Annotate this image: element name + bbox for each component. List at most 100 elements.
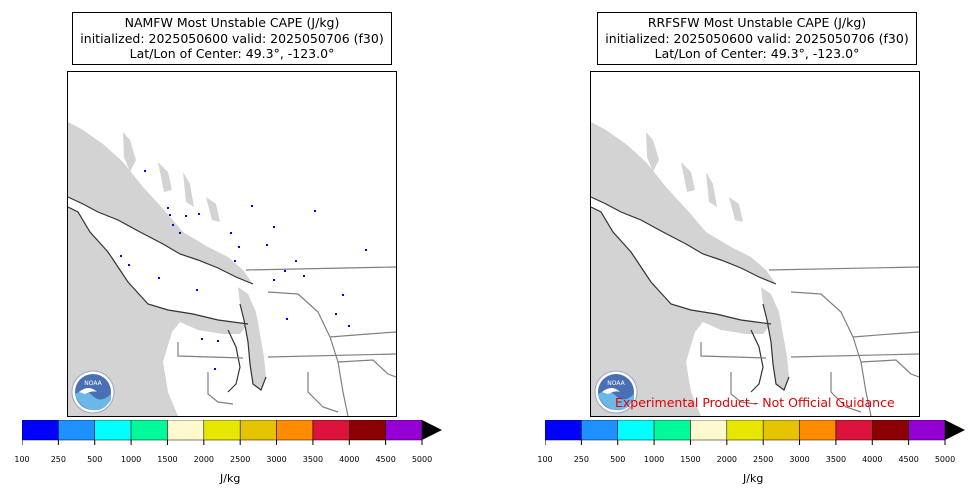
left-noaa-logo: NOAA (71, 370, 115, 414)
colorbar-segment-1 (58, 419, 95, 441)
colorbar-tick-label: 3000 (789, 455, 810, 464)
left-title-line3: Lat/Lon of Center: 49.3°, -123.0° (129, 46, 335, 61)
left-map (67, 71, 397, 417)
colorbar-tick-label: 1000 (120, 455, 142, 464)
right-logo-text: NOAA (607, 380, 625, 387)
cape-cell-26 (230, 232, 232, 234)
cape-cell-0 (144, 170, 146, 172)
water-body-5 (158, 162, 172, 192)
water-body-0 (591, 207, 703, 416)
boundary-6 (860, 359, 919, 378)
colorbar-tick-label: 1500 (157, 455, 178, 464)
left-colorbar-svg (21, 419, 442, 445)
cape-cell-12 (284, 270, 286, 272)
colorbar-tick-label: 5000 (934, 455, 956, 464)
cape-cell-14 (214, 368, 216, 370)
cape-cell-19 (314, 210, 316, 212)
water-body-2 (691, 310, 771, 334)
right-map-canvas (591, 72, 919, 416)
colorbar-segment-10 (385, 419, 423, 441)
water-body-3 (761, 287, 789, 390)
left-logo-text: NOAA (84, 380, 102, 387)
colorbar-tick-label: 4500 (375, 455, 396, 464)
colorbar-tick-label: 1500 (680, 455, 701, 464)
colorbar-segment-4 (167, 419, 205, 441)
colorbar-tick-label: 2500 (229, 455, 251, 464)
water-body-5 (681, 162, 695, 192)
boundary-2 (790, 353, 919, 358)
coastline-3 (227, 329, 241, 393)
cape-cell-5 (238, 246, 240, 248)
colorbar-tick-label: 3000 (266, 455, 287, 464)
cape-cell-20 (335, 313, 337, 315)
right-title-line3: Lat/Lon of Center: 49.3°, -123.0° (654, 46, 860, 61)
water-body-1 (68, 122, 253, 284)
cape-cell-18 (251, 205, 253, 207)
coastline-1 (591, 196, 777, 285)
colorbar-tick-label: 3500 (302, 455, 324, 464)
cape-cell-22 (185, 215, 187, 217)
left-title: NAMFW Most Unstable CAPE (J/kg) initiali… (72, 12, 392, 65)
right-noaa-logo: NOAA (594, 370, 638, 414)
cape-cell-3 (198, 213, 200, 215)
colorbar-segment-0 (21, 419, 59, 441)
left-map-canvas (68, 72, 396, 416)
cape-cell-7 (303, 275, 305, 277)
boundary-2 (267, 353, 396, 358)
colorbar-segment-2 (617, 419, 655, 441)
cape-cell-25 (217, 340, 219, 342)
colorbar-segment-3 (653, 419, 691, 441)
boundary-1 (177, 342, 244, 359)
colorbar-segment-0 (544, 419, 582, 441)
water-body-2 (168, 310, 248, 334)
coastline-1 (68, 196, 254, 285)
colorbar-tick-label: 2500 (752, 455, 774, 464)
colorbar-tick-label: 4500 (898, 455, 919, 464)
water-body-6 (183, 172, 194, 207)
colorbar-tick-label: 4000 (862, 455, 883, 464)
right-colorbar-svg (544, 419, 965, 445)
left-colorbar (21, 419, 447, 454)
boundary-5 (852, 331, 919, 338)
cape-cell-16 (273, 226, 275, 228)
cape-cell-4 (234, 260, 236, 262)
cape-cell-15 (295, 260, 297, 262)
boundary-7 (307, 372, 339, 413)
water-body-7 (206, 197, 220, 222)
colorbar-tick-label: 4000 (339, 455, 360, 464)
boundary-7 (830, 372, 862, 413)
colorbar-tick-label: 100 (14, 455, 30, 464)
cape-cell-9 (348, 325, 350, 327)
right-title-line2: initialized: 2025050600 valid: 202505070… (605, 30, 909, 46)
cape-cell-2 (172, 224, 174, 226)
colorbar-segment-8 (312, 419, 350, 441)
right-colorbar (544, 419, 970, 454)
left-title-line1: NAMFW Most Unstable CAPE (J/kg) (124, 15, 340, 30)
colorbar-segment-8 (835, 419, 873, 441)
right-title-line1: RRFSFW Most Unstable CAPE (J/kg) (647, 15, 867, 30)
right-title: RRFSFW Most Unstable CAPE (J/kg) initial… (597, 12, 917, 65)
colorbar-tick-label: 2000 (716, 455, 737, 464)
colorbar-segment-10 (908, 419, 946, 441)
colorbar-segment-5 (203, 419, 241, 441)
boundary-0 (768, 266, 919, 271)
colorbar-tick-label: 5000 (411, 455, 433, 464)
coastline-3 (750, 329, 764, 393)
colorbar-extend-arrow (422, 420, 442, 440)
colorbar-segment-7 (799, 419, 837, 441)
cape-cell-8 (273, 279, 275, 281)
colorbar-segment-9 (872, 419, 909, 441)
right-colorbar-label: J/kg (743, 472, 764, 485)
colorbar-segment-1 (581, 419, 618, 441)
boundary-0 (245, 266, 396, 271)
water-body-4 (646, 132, 659, 172)
water-body-6 (706, 172, 717, 207)
right-panel: RRFSFW Most Unstable CAPE (J/kg) initial… (523, 0, 979, 501)
colorbar-tick-label: 500 (87, 455, 103, 464)
colorbar-segment-7 (276, 419, 314, 441)
colorbar-tick-label: 250 (50, 455, 66, 464)
right-colorbar-ticks: 100 250 500 1000 1500 2000 2500 3000 3500 4000 450… (537, 455, 955, 467)
cape-cell-28 (169, 214, 171, 216)
water-body-3 (238, 287, 266, 390)
right-map (590, 71, 920, 417)
